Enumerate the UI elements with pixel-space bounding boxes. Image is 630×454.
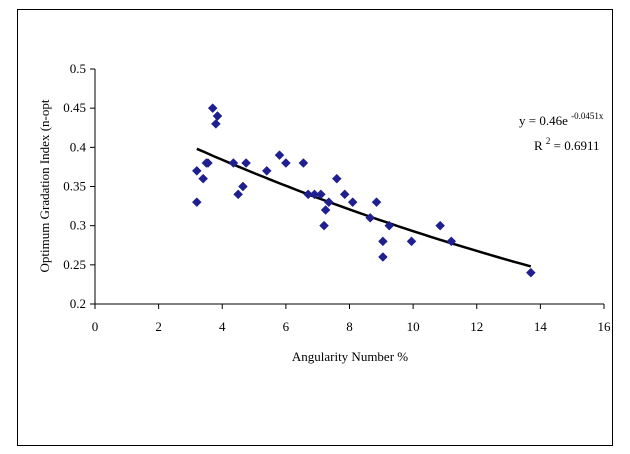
y-tick-label: 0.4: [70, 139, 87, 154]
y-axis-label: Optimum Gradation Index (n-opt: [37, 99, 52, 272]
axes: [90, 68, 605, 309]
x-tick-label: 12: [470, 319, 483, 334]
data-point: [384, 220, 395, 231]
trendline-equation: y = 0.46e -0.0451x: [519, 111, 604, 128]
r-squared-superscript: 2: [546, 136, 551, 146]
trendline-equation-exponent: -0.0451x: [571, 111, 604, 121]
data-point: [309, 189, 320, 200]
data-point: [316, 189, 326, 200]
data-point: [274, 150, 285, 161]
data-point: [446, 236, 457, 247]
y-tick-labels: 0.2 0.25 0.3 0.35 0.4 0.45 0.5: [63, 61, 86, 311]
data-point: [435, 220, 446, 231]
data-point: [371, 197, 382, 208]
data-point: [378, 252, 388, 262]
y-tick-label: 0.5: [70, 61, 86, 76]
data-point: [319, 220, 329, 231]
data-point: [241, 158, 251, 168]
data-point: [303, 189, 313, 200]
x-tick-label: 8: [346, 319, 353, 334]
x-tick-labels: 0 2 4 6 8 10 12 14 16: [92, 319, 611, 334]
data-point: [211, 118, 221, 129]
x-tick-label: 0: [92, 319, 99, 334]
data-point: [323, 197, 334, 208]
x-tick-label: 4: [219, 319, 226, 334]
data-point: [233, 189, 244, 200]
r-squared-label: R 2 = 0.6911: [534, 132, 600, 153]
data-point: [238, 181, 248, 192]
trendline-equation-base: y = 0.46e: [519, 113, 568, 128]
data-point: [191, 165, 202, 176]
data-point: [365, 212, 376, 223]
data-point: [191, 197, 202, 208]
data-point: [347, 197, 358, 208]
x-tick-label: 10: [407, 319, 420, 334]
data-point: [228, 158, 239, 168]
trendline: [196, 147, 532, 268]
data-point: [212, 111, 223, 121]
data-points: [191, 103, 536, 278]
data-point: [261, 165, 272, 176]
data-point: [203, 158, 213, 168]
y-tick-label: 0.35: [63, 179, 86, 194]
y-tick-label: 0.25: [63, 257, 86, 272]
x-tick-label: 16: [598, 319, 612, 334]
x-axis-label: Angularity Number %: [292, 349, 408, 364]
x-tick-label: 6: [283, 319, 290, 334]
r-squared-value: = 0.6911: [554, 138, 600, 153]
y-tick-label: 0.45: [63, 100, 86, 115]
r-squared-symbol: R: [534, 138, 543, 153]
data-point: [406, 236, 417, 247]
data-point: [339, 189, 350, 200]
data-point: [298, 158, 309, 168]
x-tick-label: 2: [155, 319, 162, 334]
data-point: [281, 158, 291, 168]
trendline-curve: [196, 147, 532, 268]
data-point: [320, 205, 331, 215]
data-point: [525, 267, 536, 278]
y-tick-label: 0.2: [70, 296, 86, 311]
data-point: [378, 236, 388, 247]
data-point: [198, 173, 209, 184]
data-point: [331, 173, 342, 184]
x-tick-label: 14: [534, 319, 548, 334]
data-point: [207, 103, 218, 114]
y-tick-label: 0.3: [70, 218, 86, 233]
chart-frame: [17, 9, 613, 446]
